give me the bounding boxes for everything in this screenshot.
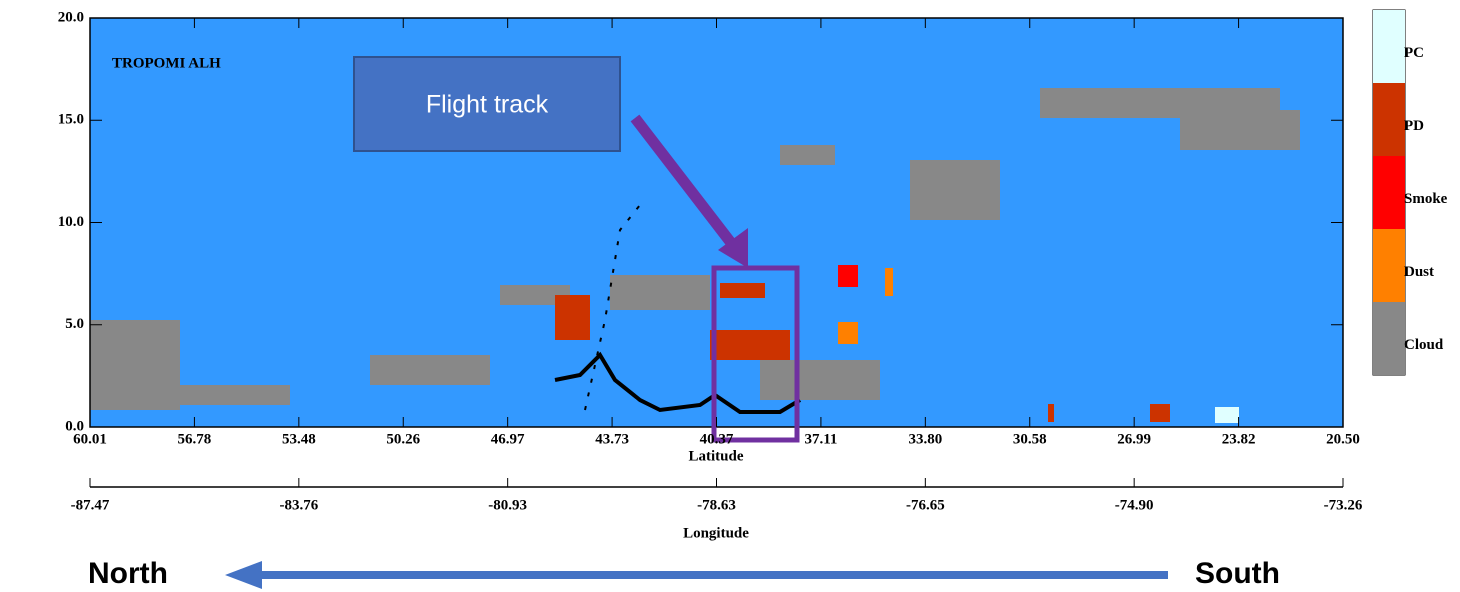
dust-patch xyxy=(838,322,858,344)
pd-patch xyxy=(720,283,765,298)
x2-tick-label: -87.47 xyxy=(71,497,110,513)
cloud-patch xyxy=(180,385,290,405)
colorbar-segment xyxy=(1373,302,1405,375)
colorbar-segment xyxy=(1373,229,1405,302)
y-tick-label: 15.0 xyxy=(58,112,84,128)
cloud-patch xyxy=(910,160,1000,220)
colorbar-segment xyxy=(1373,10,1405,83)
pd-patch xyxy=(1048,404,1054,422)
x-tick-label: 50.26 xyxy=(386,431,420,447)
colorbar-label: Dust xyxy=(1404,264,1434,280)
plot-title: TROPOMI ALH xyxy=(112,55,221,71)
x-tick-label: 53.48 xyxy=(282,431,316,447)
x2-tick-label: -73.26 xyxy=(1324,497,1363,513)
annotation-text: Flight track xyxy=(426,91,549,119)
x-tick-label: 20.50 xyxy=(1326,431,1360,447)
south-label: South xyxy=(1195,557,1280,590)
cloud-patch xyxy=(610,275,710,310)
x-tick-label: 56.78 xyxy=(178,431,212,447)
x-tick-label: 33.80 xyxy=(908,431,942,447)
x-tick-label: 60.01 xyxy=(73,431,107,447)
x-tick-label: 26.99 xyxy=(1117,431,1151,447)
north-label: North xyxy=(88,557,168,590)
cloud-patch xyxy=(780,145,835,165)
x2-axis-label: Longitude xyxy=(683,525,749,541)
smoke-patch xyxy=(838,265,858,287)
x-axis-label: Latitude xyxy=(688,448,743,464)
y-tick-label: 20.0 xyxy=(58,9,84,25)
x-tick-label: 23.82 xyxy=(1222,431,1256,447)
x2-tick-label: -83.76 xyxy=(279,497,318,513)
cloud-patch xyxy=(370,355,490,385)
x-tick-label: 40.37 xyxy=(700,431,734,447)
direction-arrowhead xyxy=(225,561,262,589)
colorbar-label: Cloud xyxy=(1404,337,1444,353)
pd-patch xyxy=(710,330,790,360)
chart: TROPOMI ALH Flight track Latitude Longit… xyxy=(0,0,1460,592)
pc-patch xyxy=(1215,407,1239,423)
colorbar-segment xyxy=(1373,83,1405,156)
x2-tick-label: -76.65 xyxy=(906,497,945,513)
y-tick-label: 10.0 xyxy=(58,214,84,230)
colorbar-segment xyxy=(1373,156,1405,229)
pd-patch xyxy=(555,295,590,340)
colorbar-label: Smoke xyxy=(1404,191,1448,207)
colorbar-label: PD xyxy=(1404,118,1424,134)
pd-patch xyxy=(1150,404,1170,422)
cloud-patch xyxy=(1180,110,1300,150)
x-tick-label: 30.58 xyxy=(1013,431,1047,447)
x2-tick-label: -78.63 xyxy=(697,497,736,513)
x2-tick-label: -74.90 xyxy=(1115,497,1154,513)
dust-patch xyxy=(885,268,893,296)
cloud-patch xyxy=(760,360,880,400)
x-tick-label: 46.97 xyxy=(491,431,525,447)
colorbar-label: PC xyxy=(1404,45,1424,61)
y-tick-label: 5.0 xyxy=(65,316,84,332)
x2-tick-label: -80.93 xyxy=(488,497,527,513)
x-tick-label: 37.11 xyxy=(804,431,837,447)
cloud-patch xyxy=(90,320,180,410)
x-tick-label: 43.73 xyxy=(595,431,629,447)
